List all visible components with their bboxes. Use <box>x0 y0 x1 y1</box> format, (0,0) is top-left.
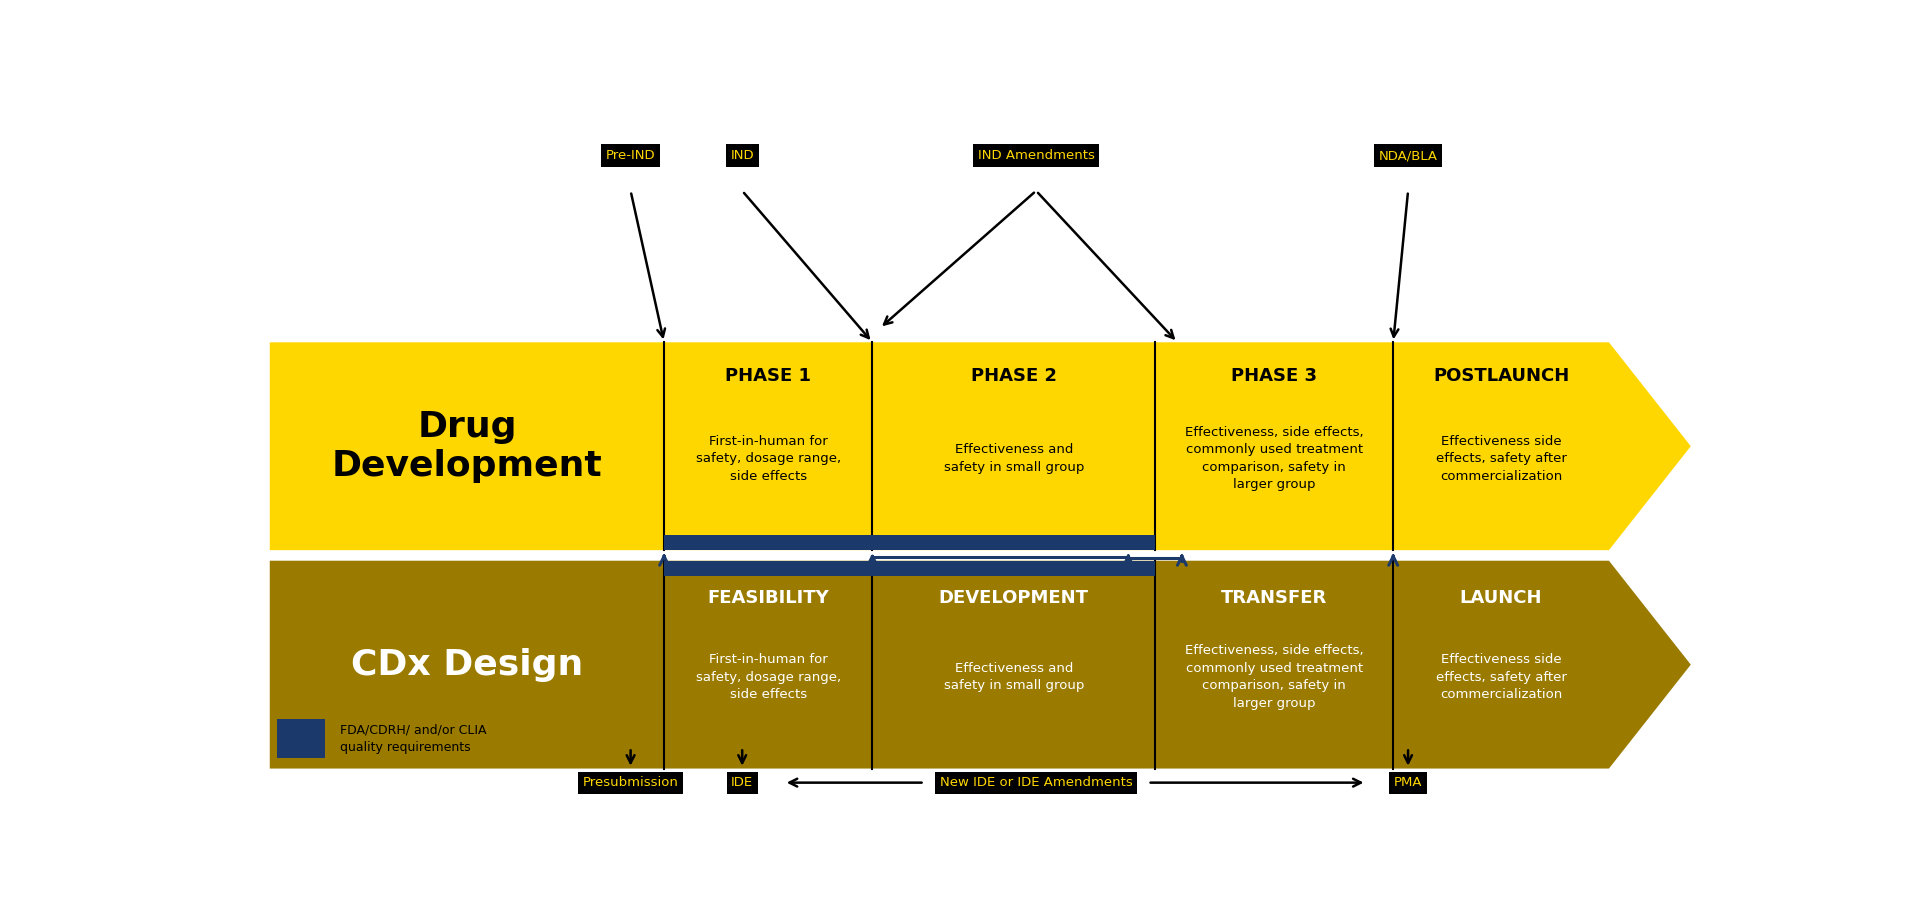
Text: New IDE or IDE Amendments: New IDE or IDE Amendments <box>939 776 1133 789</box>
Text: First-in-human for
safety, dosage range,
side effects: First-in-human for safety, dosage range,… <box>695 653 841 701</box>
Text: LAUNCH: LAUNCH <box>1459 589 1542 608</box>
Text: PHASE 1: PHASE 1 <box>726 367 812 384</box>
Text: Presubmission: Presubmission <box>582 776 678 789</box>
Text: Effectiveness and
safety in small group: Effectiveness and safety in small group <box>943 444 1085 474</box>
Text: Drug
Development: Drug Development <box>332 410 603 483</box>
Text: FDA/CDRH/ and/or CLIA
quality requirements: FDA/CDRH/ and/or CLIA quality requiremen… <box>340 724 486 754</box>
Text: POSTLAUNCH: POSTLAUNCH <box>1432 367 1569 384</box>
Text: PHASE 3: PHASE 3 <box>1231 367 1317 384</box>
Polygon shape <box>276 719 324 758</box>
Text: IND: IND <box>730 149 755 162</box>
Text: Effectiveness side
effects, safety after
commercialization: Effectiveness side effects, safety after… <box>1436 435 1567 483</box>
Text: Effectiveness, side effects,
commonly used treatment
comparison, safety in
large: Effectiveness, side effects, commonly us… <box>1185 426 1363 491</box>
Text: FEASIBILITY: FEASIBILITY <box>707 589 829 608</box>
Polygon shape <box>664 534 1156 550</box>
Text: PMA: PMA <box>1394 776 1423 789</box>
Text: DEVELOPMENT: DEVELOPMENT <box>939 589 1089 608</box>
Text: Effectiveness side
effects, safety after
commercialization: Effectiveness side effects, safety after… <box>1436 653 1567 701</box>
Polygon shape <box>269 342 1692 550</box>
Text: IND Amendments: IND Amendments <box>977 149 1094 162</box>
Text: First-in-human for
safety, dosage range,
side effects: First-in-human for safety, dosage range,… <box>695 435 841 483</box>
Text: Effectiveness, side effects,
commonly used treatment
comparison, safety in
large: Effectiveness, side effects, commonly us… <box>1185 644 1363 710</box>
Text: CDx Design: CDx Design <box>351 648 584 682</box>
Text: IDE: IDE <box>732 776 753 789</box>
Text: TRANSFER: TRANSFER <box>1221 589 1327 608</box>
Polygon shape <box>664 561 1156 576</box>
Polygon shape <box>269 561 1692 769</box>
Text: Pre-IND: Pre-IND <box>607 149 655 162</box>
Text: NDA/BLA: NDA/BLA <box>1379 149 1438 162</box>
Text: PHASE 2: PHASE 2 <box>972 367 1056 384</box>
Text: Effectiveness and
safety in small group: Effectiveness and safety in small group <box>943 662 1085 693</box>
